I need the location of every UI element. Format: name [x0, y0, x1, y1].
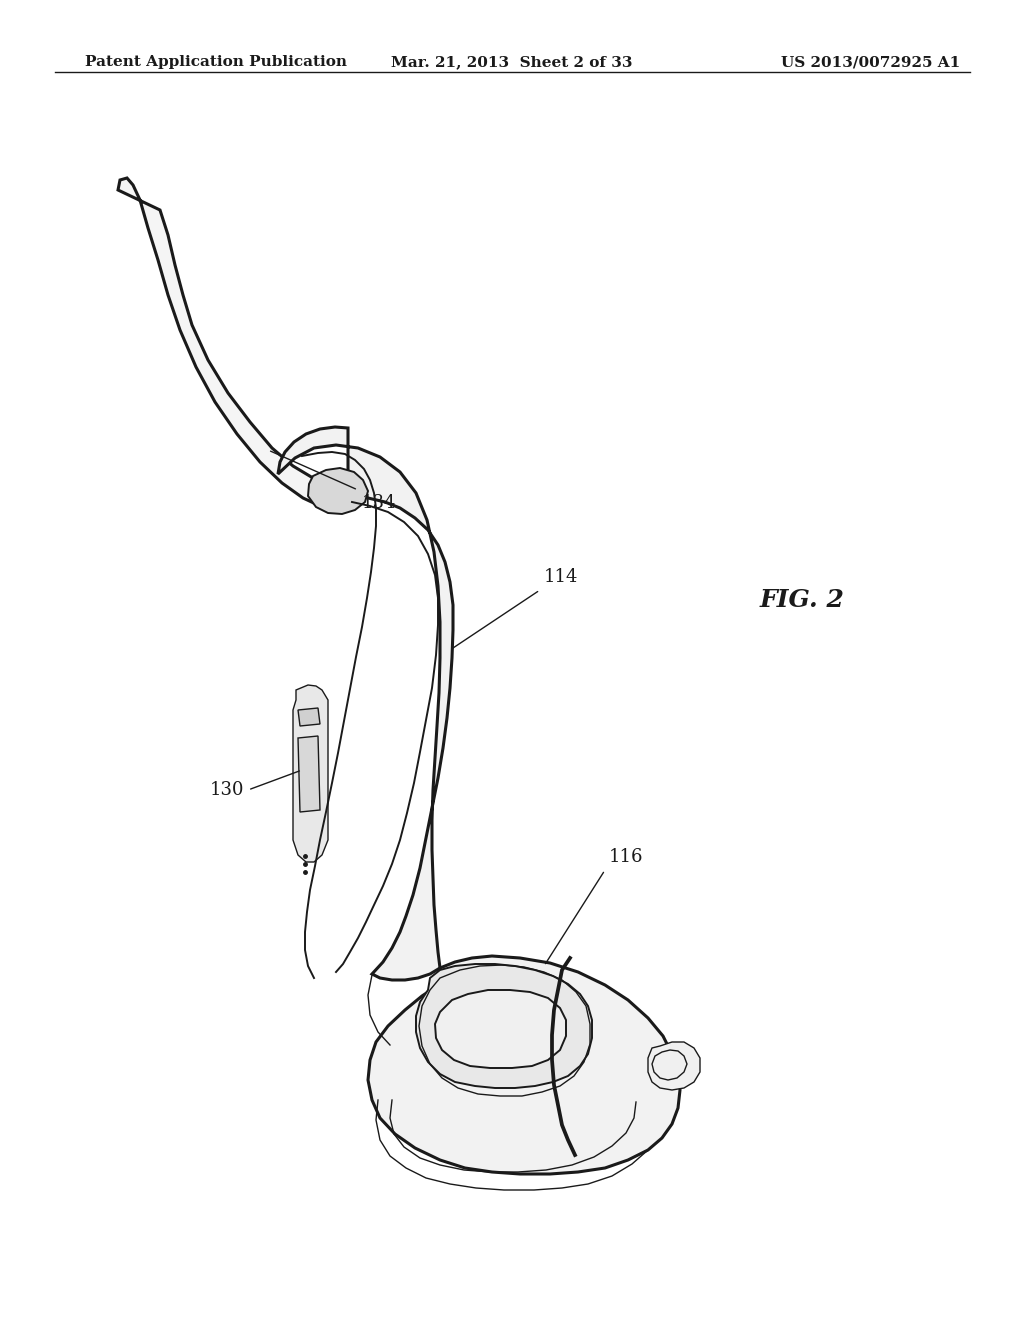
- Text: 130: 130: [210, 781, 244, 799]
- Polygon shape: [435, 990, 566, 1068]
- Polygon shape: [298, 708, 319, 726]
- Text: 116: 116: [609, 847, 643, 866]
- Polygon shape: [293, 685, 328, 862]
- Text: US 2013/0072925 A1: US 2013/0072925 A1: [780, 55, 961, 69]
- Polygon shape: [648, 1041, 700, 1090]
- Polygon shape: [118, 178, 348, 506]
- Text: Mar. 21, 2013  Sheet 2 of 33: Mar. 21, 2013 Sheet 2 of 33: [391, 55, 633, 69]
- Text: FIG. 2: FIG. 2: [760, 587, 845, 612]
- Text: 114: 114: [544, 568, 579, 586]
- Text: Patent Application Publication: Patent Application Publication: [85, 55, 347, 69]
- Text: 134: 134: [362, 494, 396, 512]
- Polygon shape: [308, 469, 368, 513]
- Polygon shape: [278, 426, 453, 979]
- Polygon shape: [416, 964, 592, 1088]
- Polygon shape: [368, 956, 680, 1173]
- Polygon shape: [298, 737, 319, 812]
